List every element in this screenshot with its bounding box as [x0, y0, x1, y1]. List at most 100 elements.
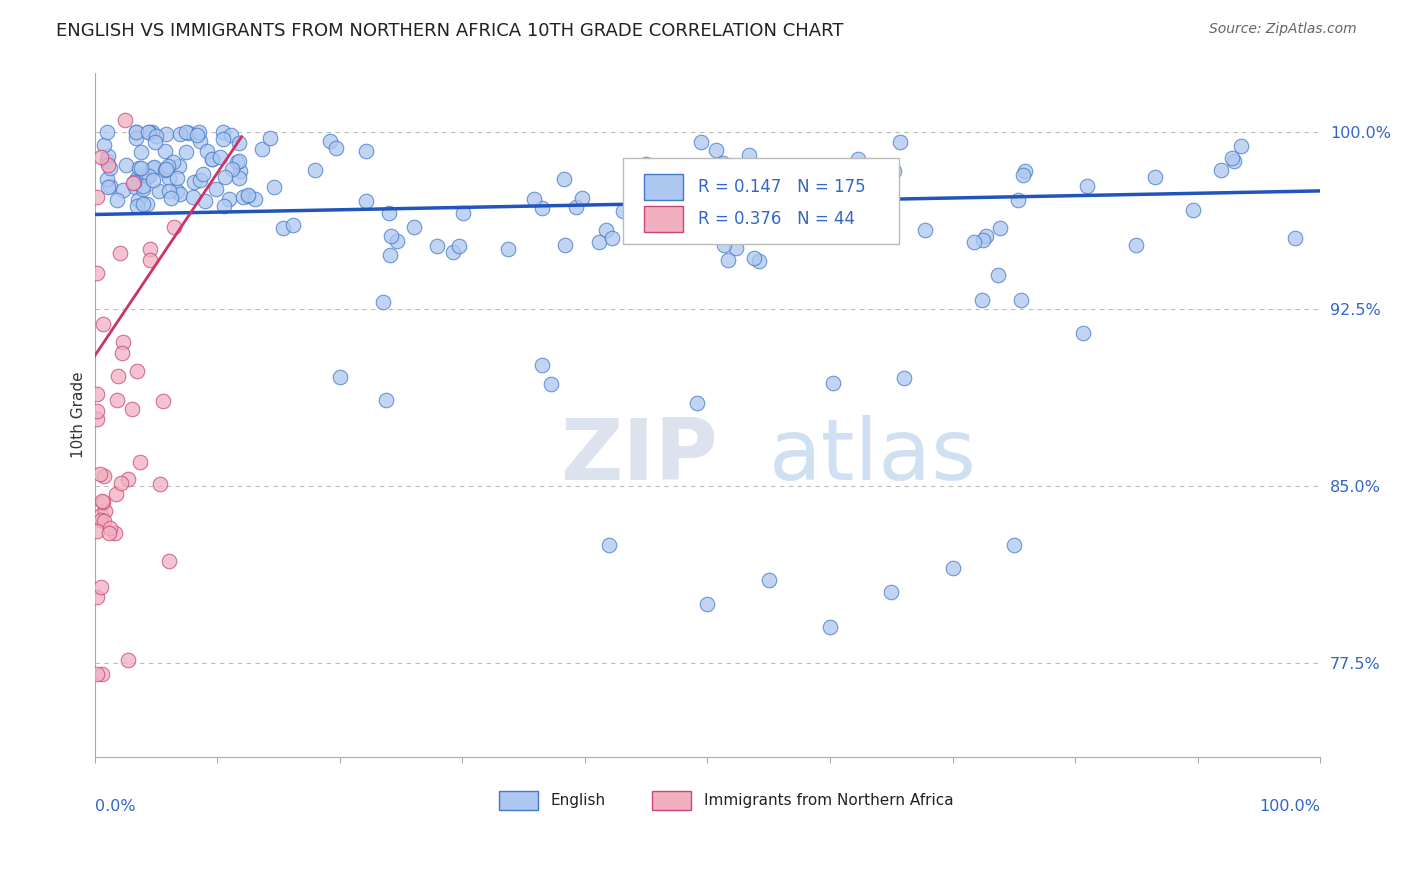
Point [588, 235, 610, 250]
Text: English: English [551, 793, 606, 808]
Point [815, 173, 838, 187]
Point [387, 235, 409, 249]
Point [169, 187, 191, 202]
Point [447, 239, 470, 253]
Point [129, 145, 152, 160]
Point [1012, 168, 1035, 182]
Point [818, 620, 841, 634]
Point [191, 168, 214, 182]
Point [211, 125, 233, 139]
Point [600, 230, 623, 244]
Point [404, 219, 426, 234]
Point [259, 130, 281, 145]
Point [530, 201, 553, 215]
Point [160, 191, 183, 205]
Point [194, 194, 217, 209]
Point [970, 293, 993, 307]
Point [212, 132, 235, 146]
Point [142, 160, 165, 174]
Point [90, 513, 112, 527]
Point [204, 182, 226, 196]
Point [162, 154, 184, 169]
Point [441, 244, 464, 259]
Point [725, 241, 748, 255]
Point [988, 221, 1011, 235]
FancyBboxPatch shape [644, 206, 683, 232]
Point [98, 521, 121, 535]
Point [186, 128, 208, 142]
Point [212, 199, 235, 213]
Point [735, 158, 758, 172]
Point [219, 128, 242, 142]
Point [127, 364, 149, 378]
Point [115, 158, 138, 172]
Point [90, 508, 112, 522]
Point [153, 145, 176, 159]
Point [149, 477, 172, 491]
Point [86, 189, 108, 203]
Point [138, 169, 160, 183]
Point [373, 294, 395, 309]
Point [110, 475, 132, 490]
Point [218, 193, 240, 207]
Point [86, 667, 108, 681]
Point [105, 487, 128, 501]
Point [711, 156, 734, 170]
Point [131, 161, 153, 176]
Point [942, 561, 965, 575]
Point [380, 228, 402, 243]
Point [132, 197, 155, 211]
Point [250, 142, 273, 156]
Point [797, 159, 820, 173]
Point [378, 205, 401, 219]
Point [86, 403, 108, 417]
Point [142, 161, 165, 176]
Point [329, 370, 352, 384]
Point [201, 152, 224, 166]
Point [135, 196, 157, 211]
Point [105, 393, 128, 408]
Point [152, 393, 174, 408]
Point [187, 125, 209, 139]
Point [142, 173, 165, 187]
Point [378, 247, 401, 261]
Text: atlas: atlas [769, 415, 977, 498]
Point [696, 597, 718, 611]
Point [748, 253, 770, 268]
Point [108, 246, 131, 260]
Point [1230, 139, 1253, 153]
Point [98, 178, 121, 193]
Point [138, 125, 160, 139]
Point [136, 125, 159, 139]
Text: R = 0.376   N = 44: R = 0.376 N = 44 [697, 211, 855, 228]
Point [124, 180, 146, 194]
Point [1143, 169, 1166, 184]
Text: 0.0%: 0.0% [94, 799, 135, 814]
Point [157, 184, 180, 198]
Point [214, 169, 236, 184]
Point [90, 581, 112, 595]
Point [1125, 238, 1147, 252]
Point [135, 170, 157, 185]
Point [789, 165, 811, 179]
Point [325, 141, 347, 155]
Point [721, 207, 744, 221]
Point [111, 183, 134, 197]
FancyBboxPatch shape [644, 174, 683, 200]
Point [717, 252, 740, 267]
Point [97, 158, 120, 172]
Point [880, 585, 903, 599]
Point [612, 204, 634, 219]
Point [738, 148, 761, 162]
Point [758, 573, 780, 587]
Point [690, 218, 713, 232]
Point [117, 472, 139, 486]
Point [883, 164, 905, 178]
Point [104, 526, 127, 541]
Point [169, 159, 191, 173]
Point [228, 171, 250, 186]
Point [893, 371, 915, 385]
Point [98, 161, 121, 176]
Point [228, 153, 250, 168]
Point [236, 188, 259, 202]
